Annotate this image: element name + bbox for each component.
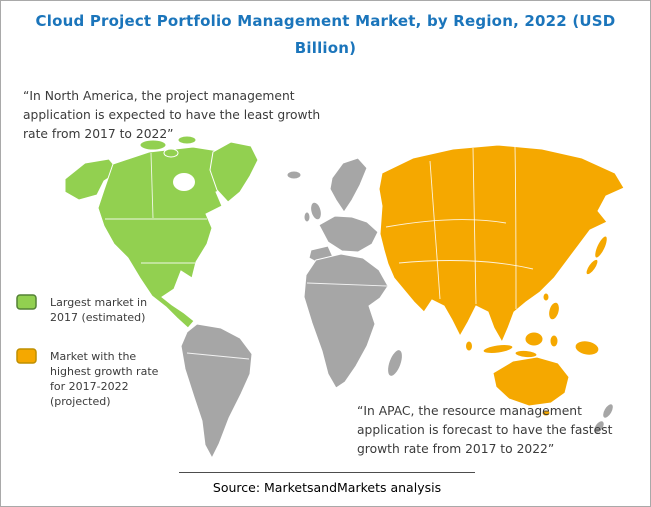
map-sumatra: [482, 344, 514, 354]
quote-north-america: “In North America, the project managemen…: [23, 89, 321, 141]
map-scandinavia: [329, 157, 368, 213]
map-japan-kyushu: [585, 258, 599, 276]
region-north-america: [64, 135, 259, 329]
map-sulawesi: [549, 334, 559, 348]
map-borneo: [524, 331, 544, 347]
map-europe-mainland: [318, 215, 379, 253]
map-philippines: [548, 301, 560, 321]
source-note: Source: MarketsandMarkets analysis: [179, 472, 475, 495]
legend-label-largest-market: Largest market in 2017 (estimated): [50, 296, 148, 324]
map-madagascar: [387, 349, 403, 377]
map-java: [514, 349, 538, 359]
map-new-zealand-north: [602, 403, 614, 419]
map-japan-honshu: [594, 235, 608, 259]
map-arctic-island-1: [139, 139, 167, 151]
map-new-guinea: [574, 340, 600, 356]
legend-item-largest-market: Largest market in 2017 (estimated): [16, 294, 147, 325]
quote-apac: “In APAC, the resource management applic…: [357, 404, 613, 456]
region-apac: [378, 144, 625, 417]
map-iceland: [286, 170, 302, 180]
legend-item-highest-growth: Market with the highest growth rate for …: [16, 348, 158, 409]
map-alaska: [64, 158, 120, 201]
map-ireland: [303, 211, 311, 223]
map-greenland: [209, 141, 259, 203]
map-arctic-island-3: [163, 148, 179, 158]
figure-title: Cloud Project Portfolio Management Marke…: [21, 8, 630, 62]
map-new-zealand-south: [593, 420, 605, 434]
map-tasmania: [541, 409, 551, 417]
map-taiwan: [542, 292, 550, 302]
map-south-america: [180, 323, 253, 460]
map-asia-mainland: [378, 144, 625, 344]
legend-swatch-orange: [16, 348, 37, 364]
legend-swatch-green: [16, 294, 37, 310]
map-australia: [492, 356, 570, 407]
map-arctic-island-2: [177, 135, 197, 145]
map-uk: [310, 201, 322, 221]
legend-label-highest-growth: Market with the highest growth rate for …: [50, 350, 159, 408]
map-hudson-bay: [173, 173, 195, 191]
map-africa: [303, 253, 389, 389]
country-borders: [105, 146, 534, 360]
figure-title-line1: Cloud Project Portfolio Management Marke…: [35, 12, 616, 30]
map-sri-lanka: [465, 340, 473, 352]
figure-title-line2: Billion): [294, 39, 357, 57]
